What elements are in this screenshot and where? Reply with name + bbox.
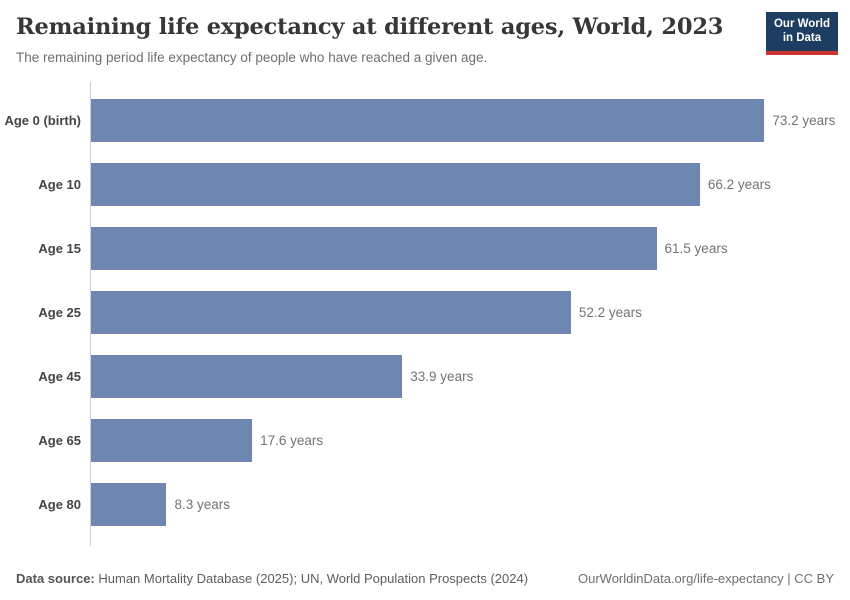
bar-track: 8.3 years <box>90 473 850 537</box>
bar[interactable] <box>90 99 765 143</box>
bar-chart: Age 0 (birth) 73.2 years Age 10 66.2 years A… <box>0 81 850 546</box>
data-source-label: Data source: <box>16 571 95 586</box>
value-label: 33.9 years <box>410 369 474 385</box>
bar-row: Age 10 66.2 years <box>0 153 850 217</box>
value-label: 52.2 years <box>578 305 642 321</box>
value-label: 8.3 years <box>174 497 230 513</box>
bar-row: Age 65 17.6 years <box>0 409 850 473</box>
bar-row: Age 80 8.3 years <box>0 473 850 537</box>
bar-row: Age 45 33.9 years <box>0 345 850 409</box>
chart-footer: Data source: Human Mortality Database (2… <box>16 571 834 586</box>
bar-track: 52.2 years <box>90 281 850 345</box>
value-label: 17.6 years <box>260 433 324 449</box>
bar[interactable] <box>90 419 253 463</box>
bar-rows: Age 0 (birth) 73.2 years Age 10 66.2 years A… <box>0 89 850 537</box>
category-label: Age 10 <box>38 177 81 193</box>
chart-subtitle: The remaining period life expectancy of … <box>16 50 488 66</box>
bar-track: 73.2 years <box>90 89 850 153</box>
category-label: Age 0 (birth) <box>4 113 81 129</box>
value-label: 66.2 years <box>707 177 771 193</box>
category-label: Age 65 <box>38 433 81 449</box>
bar[interactable] <box>90 163 700 207</box>
owid-logo-line1: Our World <box>773 18 830 30</box>
owid-logo-line2: in Data <box>782 32 822 45</box>
attribution-link[interactable]: OurWorldinData.org/life-expectancy | CC … <box>577 571 834 586</box>
value-label: 73.2 years <box>772 113 836 129</box>
category-label: Age 25 <box>38 305 81 321</box>
bar[interactable] <box>90 291 571 335</box>
data-source-text: Human Mortality Database (2025); UN, Wor… <box>98 571 529 586</box>
bar-row: Age 15 61.5 years <box>0 217 850 281</box>
bar-row: Age 0 (birth) 73.2 years <box>0 89 850 153</box>
category-label: Age 80 <box>38 497 81 513</box>
category-label: Age 45 <box>38 369 81 385</box>
y-axis-line <box>90 81 91 546</box>
bar-track: 33.9 years <box>90 345 850 409</box>
owid-logo[interactable]: Our World in Data <box>765 12 838 55</box>
chart-title: Remaining life expectancy at different a… <box>16 14 724 40</box>
bar-track: 17.6 years <box>90 409 850 473</box>
bar-track: 66.2 years <box>90 153 850 217</box>
data-source-line: Data source: Human Mortality Database (2… <box>16 571 528 586</box>
bar[interactable] <box>90 483 167 527</box>
bar-track: 61.5 years <box>90 217 850 281</box>
bar-row: Age 25 52.2 years <box>0 281 850 345</box>
bar[interactable] <box>90 227 657 271</box>
chart-header: Remaining life expectancy at different a… <box>0 0 850 67</box>
bar[interactable] <box>90 355 403 399</box>
category-label: Age 15 <box>38 241 81 257</box>
value-label: 61.5 years <box>664 241 728 257</box>
